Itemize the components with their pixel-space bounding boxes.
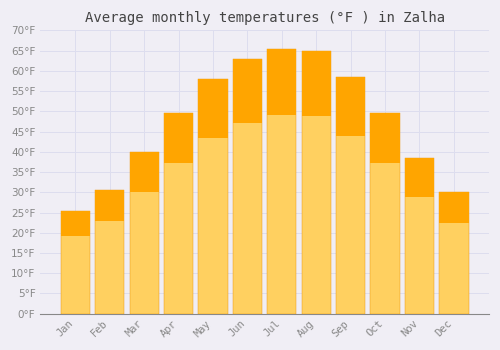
Bar <box>130 152 159 314</box>
Bar <box>95 190 124 221</box>
Bar <box>60 210 90 236</box>
Bar <box>405 158 434 314</box>
Bar <box>267 49 296 314</box>
Bar <box>233 59 262 314</box>
Bar <box>198 79 228 314</box>
Bar <box>233 59 262 122</box>
Bar <box>440 192 468 314</box>
Bar <box>60 210 90 314</box>
Title: Average monthly temperatures (°F ) in Zalha: Average monthly temperatures (°F ) in Za… <box>84 11 444 25</box>
Bar <box>130 152 159 192</box>
Bar <box>198 79 228 138</box>
Bar <box>95 190 124 314</box>
Bar <box>267 49 296 115</box>
Bar <box>302 51 331 117</box>
Bar <box>302 51 331 314</box>
Bar <box>164 113 193 314</box>
Bar <box>370 113 400 314</box>
Bar <box>336 77 366 136</box>
Bar <box>405 158 434 197</box>
Bar <box>440 192 468 223</box>
Bar <box>370 113 400 163</box>
Bar <box>164 113 193 163</box>
Bar <box>336 77 366 314</box>
